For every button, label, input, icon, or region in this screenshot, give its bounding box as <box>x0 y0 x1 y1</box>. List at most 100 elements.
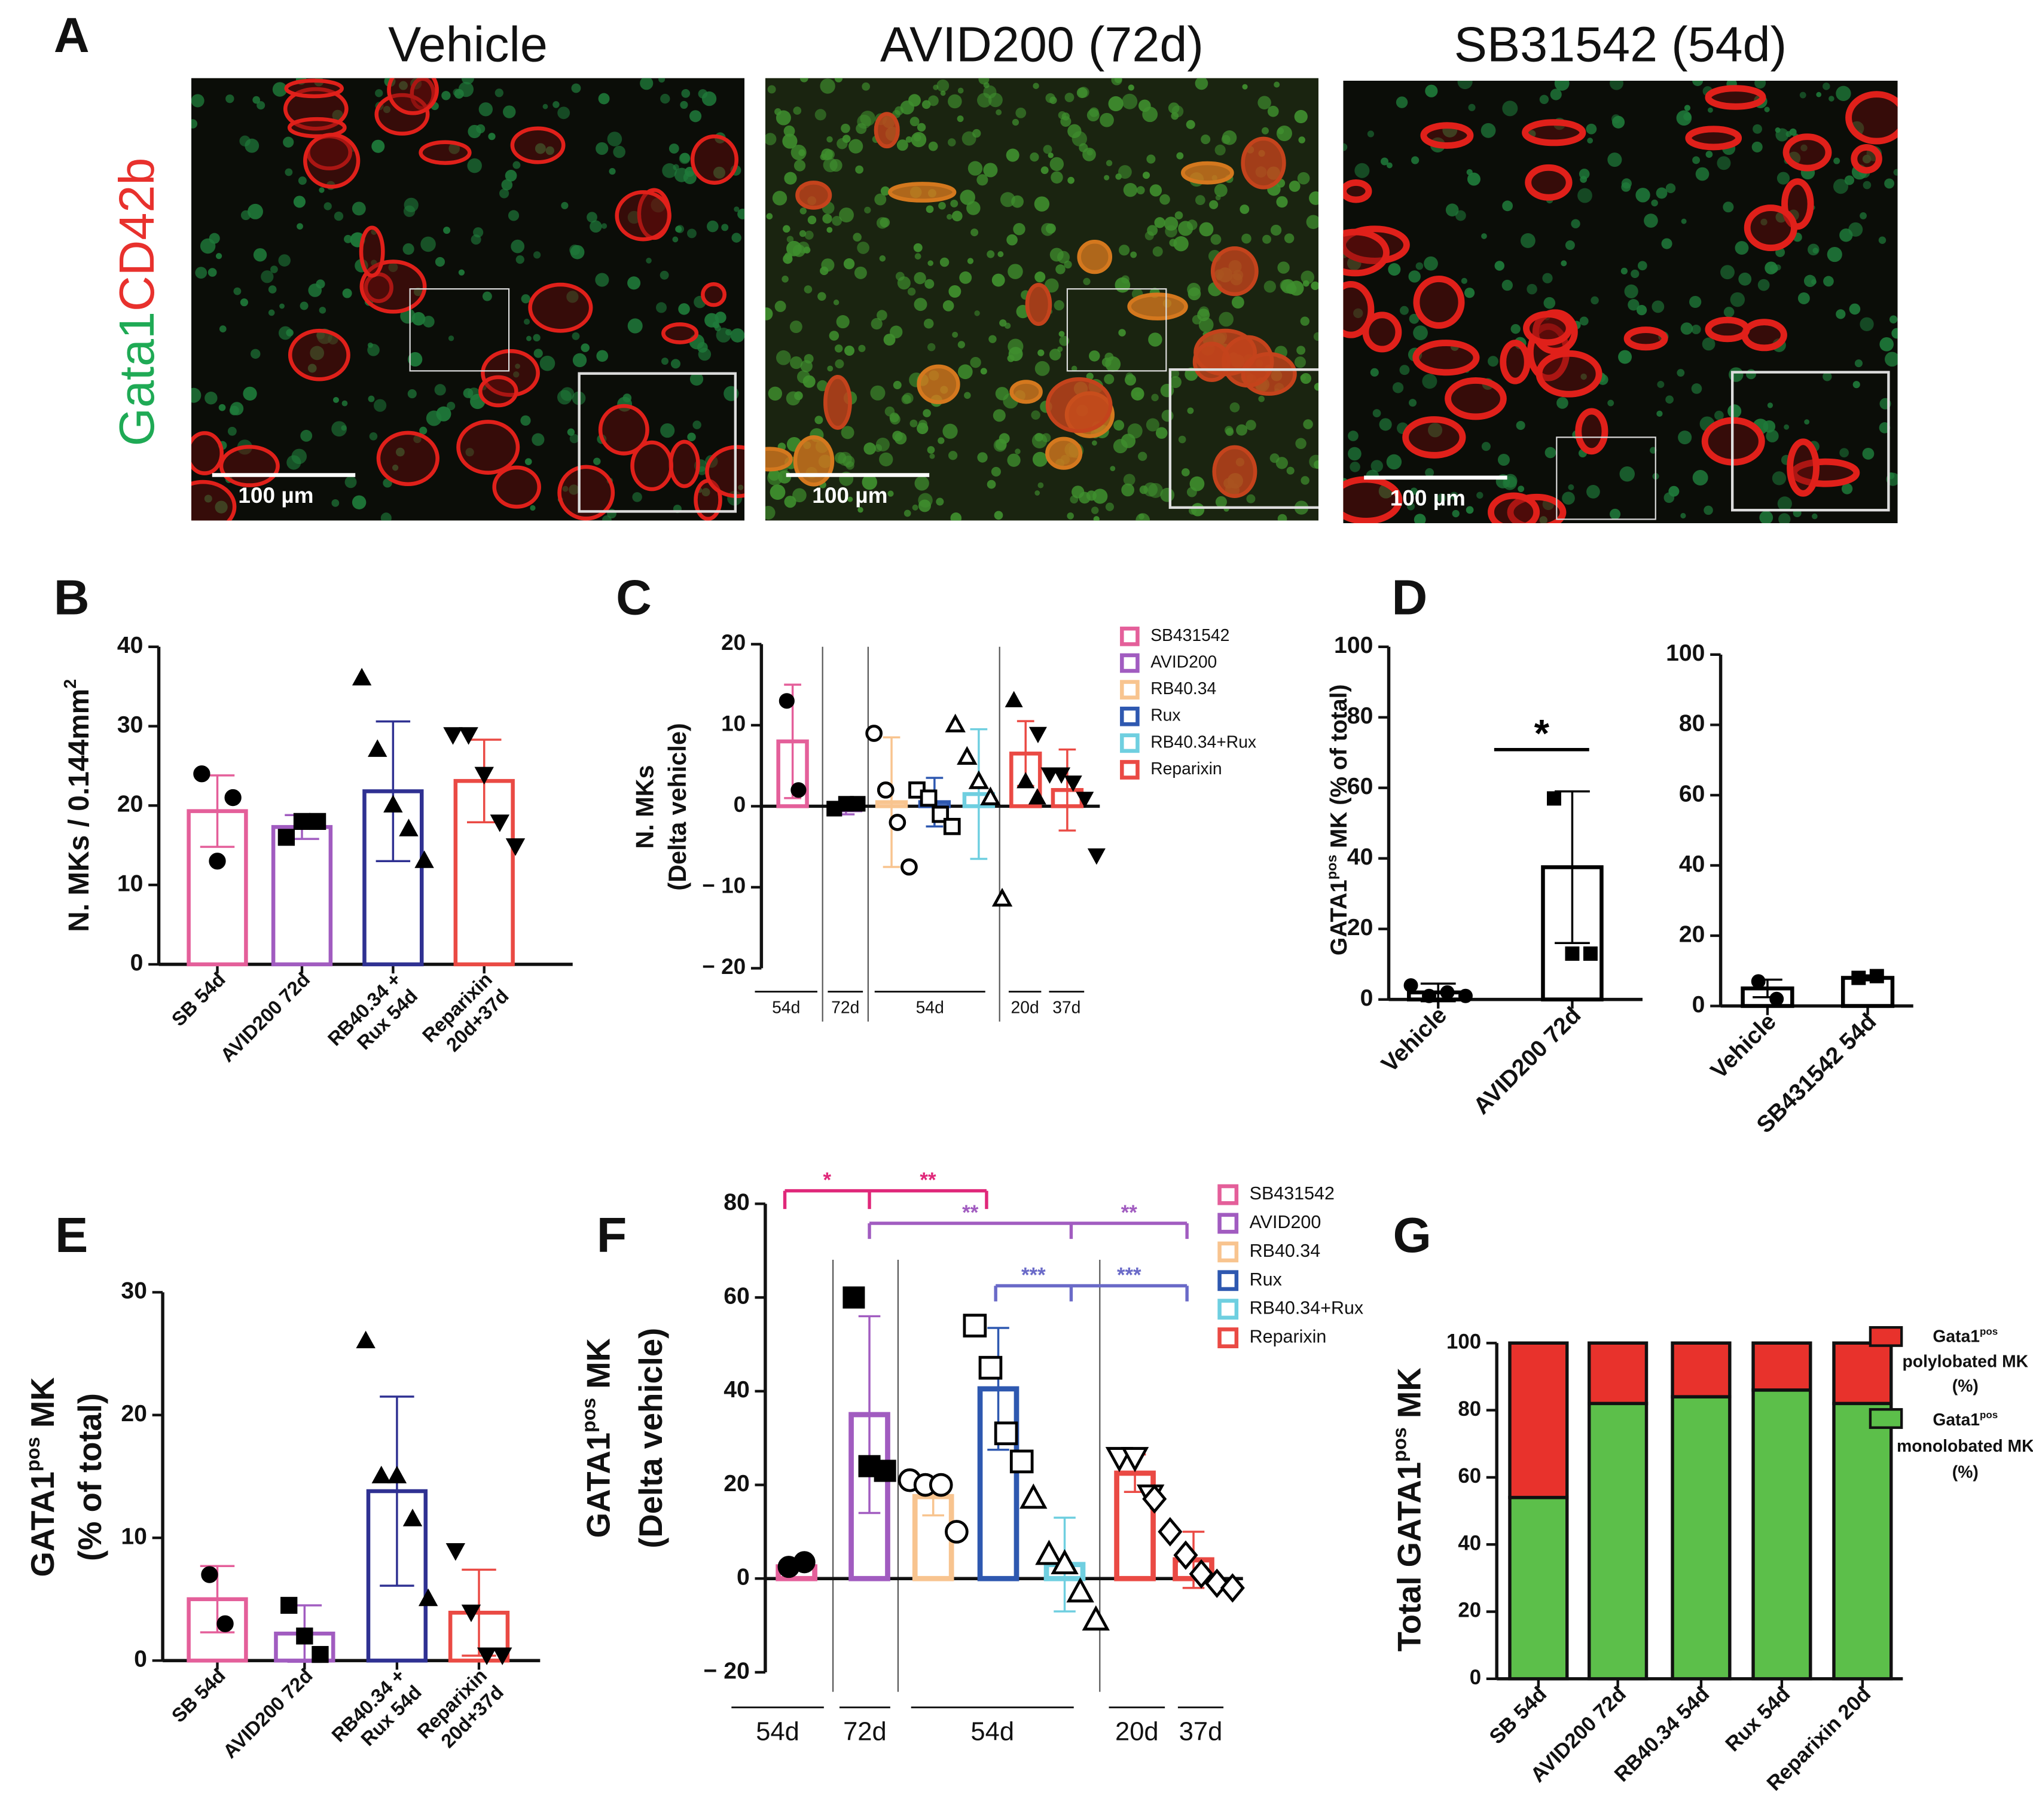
legend-swatch <box>1120 706 1140 726</box>
green-cell <box>826 227 833 233</box>
green-cell <box>1201 135 1211 145</box>
green-cell <box>283 136 294 148</box>
green-cell <box>1092 488 1108 504</box>
green-cell <box>1494 261 1505 271</box>
green-cell <box>526 335 532 341</box>
green-cell <box>468 124 481 139</box>
green-cell <box>1836 309 1846 319</box>
red-cell <box>795 181 832 210</box>
green-cell <box>1258 395 1265 402</box>
green-cell <box>834 344 843 353</box>
red-cell <box>1343 225 1410 264</box>
green-cell <box>1048 152 1054 158</box>
green-cell <box>572 332 580 340</box>
data-point <box>1565 946 1580 961</box>
green-cell <box>319 307 326 314</box>
red-cell <box>1009 380 1043 404</box>
significance-bracket <box>994 1284 1189 1302</box>
green-cell <box>215 500 228 514</box>
data-point <box>224 789 242 807</box>
data-point <box>1547 791 1561 806</box>
green-cell <box>595 273 609 287</box>
red-cell <box>219 445 280 487</box>
green-cell <box>1257 96 1271 109</box>
legend-swatch <box>1869 1408 1903 1429</box>
green-cell <box>1168 102 1180 114</box>
red-cell <box>191 480 237 521</box>
error-bar <box>376 720 411 863</box>
legend-swatch <box>1217 1299 1239 1320</box>
green-cell <box>829 331 840 341</box>
data-point <box>459 727 478 745</box>
green-cell <box>371 139 385 153</box>
green-cell <box>1561 260 1567 267</box>
green-cell <box>1100 112 1114 127</box>
green-cell <box>1057 251 1070 264</box>
green-cell <box>1884 178 1895 189</box>
green-cell <box>332 396 339 403</box>
green-cell <box>1033 83 1039 89</box>
green-cell <box>627 318 643 334</box>
y-tick-label: 80 <box>1679 711 1705 737</box>
green-cell <box>252 96 261 104</box>
data-point <box>793 1551 816 1574</box>
green-cell <box>825 149 835 160</box>
green-cell <box>1772 471 1787 485</box>
green-cell <box>1621 182 1631 192</box>
red-cell <box>1705 85 1766 110</box>
data-point <box>1869 969 1884 984</box>
green-cell <box>1276 126 1292 142</box>
data-point <box>1440 985 1455 1000</box>
green-cell <box>1297 172 1310 185</box>
green-cell <box>767 85 776 94</box>
green-cell <box>1414 514 1426 524</box>
green-cell <box>1064 93 1075 102</box>
red-cell <box>668 439 700 488</box>
significance-label: *** <box>1021 1263 1046 1287</box>
green-cell <box>1656 410 1663 417</box>
red-cell <box>874 112 900 149</box>
red-cell <box>1362 312 1402 353</box>
green-cell <box>632 492 642 502</box>
red-cell <box>287 117 347 139</box>
y-tick-label: − 20 <box>702 954 746 979</box>
green-cell <box>1086 109 1100 122</box>
green-cell <box>1889 315 1898 323</box>
green-cell <box>1301 270 1315 284</box>
significance-bracket <box>783 1189 988 1210</box>
y-tick-label: 20 <box>121 1401 147 1427</box>
green-cell <box>1751 141 1763 152</box>
significance-label: * <box>1534 711 1550 755</box>
data-point <box>280 1596 298 1614</box>
green-cell <box>1502 200 1513 212</box>
green-cell <box>1121 483 1134 497</box>
green-cell <box>983 163 998 178</box>
red-cell <box>1522 119 1586 146</box>
micrograph: 100 µm <box>1343 80 1898 524</box>
legend-label-part: Gata1 <box>1933 1410 1980 1429</box>
green-cell <box>613 145 625 158</box>
green-cell <box>799 78 808 83</box>
data-point <box>1458 988 1473 1003</box>
green-cell <box>279 303 285 309</box>
data-point <box>352 667 372 686</box>
image-title: SB31542 (54d) <box>1454 16 1787 72</box>
y-tick-label: 0 <box>1692 992 1705 1018</box>
green-cell <box>1354 163 1370 178</box>
red-cell <box>1790 458 1860 487</box>
green-cell <box>923 409 931 417</box>
green-cell <box>513 371 520 378</box>
green-cell <box>1428 423 1443 438</box>
green-cell <box>924 279 935 289</box>
green-cell <box>1064 260 1072 269</box>
micrograph: 100 µm <box>765 78 1318 521</box>
green-cell <box>834 452 847 464</box>
green-cell <box>1113 439 1128 454</box>
green-cell <box>862 474 877 490</box>
green-cell <box>938 437 945 444</box>
green-cell <box>581 343 590 352</box>
green-cell <box>1006 234 1018 246</box>
x-tick-label: Rux 54d <box>1721 1682 1794 1756</box>
green-cell <box>1300 372 1311 384</box>
green-cell <box>685 167 695 177</box>
